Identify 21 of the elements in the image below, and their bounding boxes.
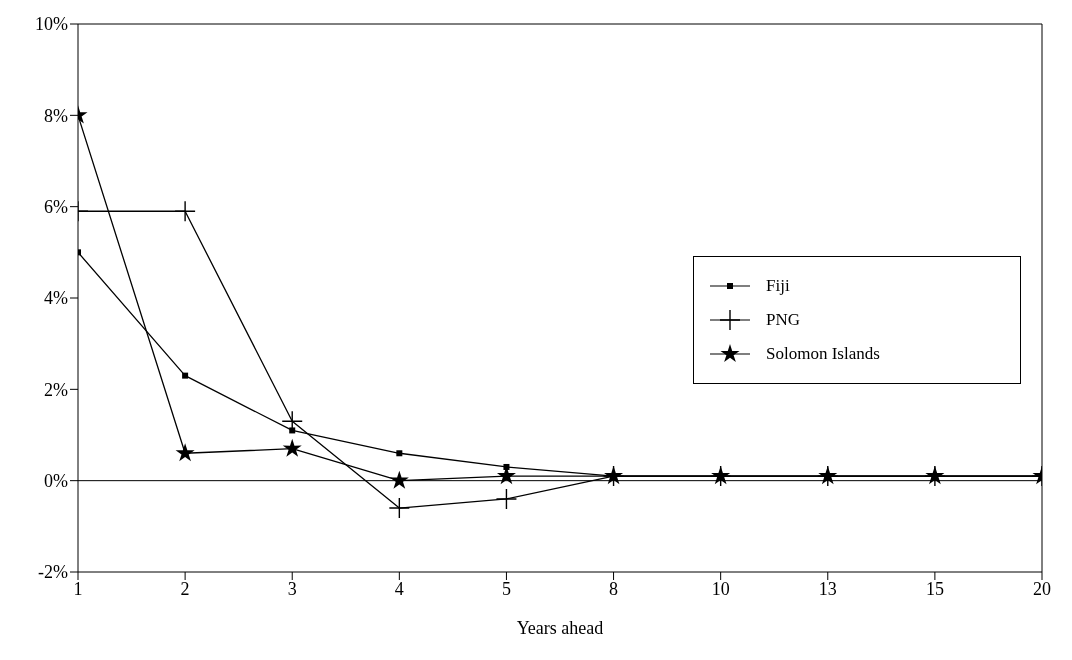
x-axis-title: Years ahead <box>516 618 604 638</box>
legend-label: Solomon Islands <box>766 344 880 364</box>
legend-label: Fiji <box>766 276 790 296</box>
x-tick-label: 1 <box>73 578 83 599</box>
y-tick-label: 10% <box>35 14 68 35</box>
y-tick-label: 8% <box>44 105 68 126</box>
y-tick-label: 4% <box>44 288 68 309</box>
x-tick-label: 8 <box>609 578 619 599</box>
x-tick-label: 13 <box>818 578 837 599</box>
x-tick-label: 10 <box>711 578 730 599</box>
x-tick-label: 5 <box>501 578 511 599</box>
y-tick-label: 0% <box>44 471 68 492</box>
legend-label: PNG <box>766 310 801 330</box>
y-tick-label: 2% <box>44 379 68 400</box>
x-tick-label: 3 <box>287 578 297 599</box>
y-tick-label: 6% <box>44 197 68 218</box>
x-tick-label: 20 <box>1033 578 1051 599</box>
x-tick-label: 15 <box>925 578 944 599</box>
x-tick-label: 2 <box>180 578 190 599</box>
y-tick-label: -2% <box>38 562 68 583</box>
x-tick-label: 4 <box>394 578 404 599</box>
